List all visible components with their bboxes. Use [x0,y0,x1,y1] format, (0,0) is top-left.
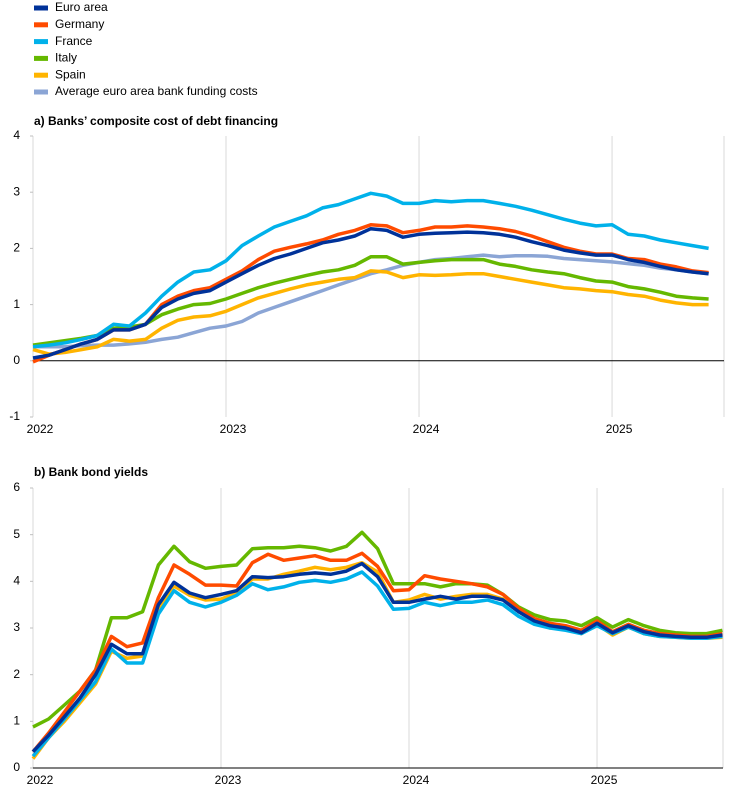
legend-label: Average euro area bank funding costs [55,84,258,98]
y-tick-label: 4 [13,128,20,142]
legend-label: Euro area [55,0,108,14]
legend-label: Italy [55,51,77,65]
y-tick-label: 3 [13,620,20,634]
x-tick-label: 2023 [215,773,242,787]
series-line [33,253,709,349]
series-line [31,561,723,753]
panel-title: b) Bank bond yields [34,465,148,479]
y-tick-label: 3 [13,184,20,198]
y-tick-label: 5 [13,527,20,541]
x-tick-label: 2022 [27,773,54,787]
legend-label: Germany [55,17,104,31]
y-tick-label: 6 [13,480,20,494]
panel-title: a) Banks’ composite cost of debt financi… [34,114,278,128]
x-tick-label: 2024 [413,422,440,436]
y-tick-label: 2 [13,241,20,255]
series-line [31,570,723,758]
y-tick-label: 2 [13,667,20,681]
x-tick-label: 2025 [591,773,618,787]
y-tick-label: 0 [13,760,20,774]
x-tick-label: 2023 [220,422,247,436]
legend-label: Spain [55,67,86,81]
series-line [32,269,709,356]
series-line [32,226,709,360]
x-tick-label: 2024 [403,773,430,787]
series-line [32,191,709,349]
series-line [32,530,723,729]
legend-label: France [55,34,93,48]
y-tick-label: 0 [13,353,20,367]
series-line [31,560,723,760]
y-tick-label: 1 [13,714,20,728]
y-tick-label: -1 [9,409,20,423]
x-tick-label: 2025 [606,422,633,436]
y-tick-label: 4 [13,574,20,588]
y-tick-label: 1 [13,297,20,311]
x-tick-label: 2022 [27,422,54,436]
